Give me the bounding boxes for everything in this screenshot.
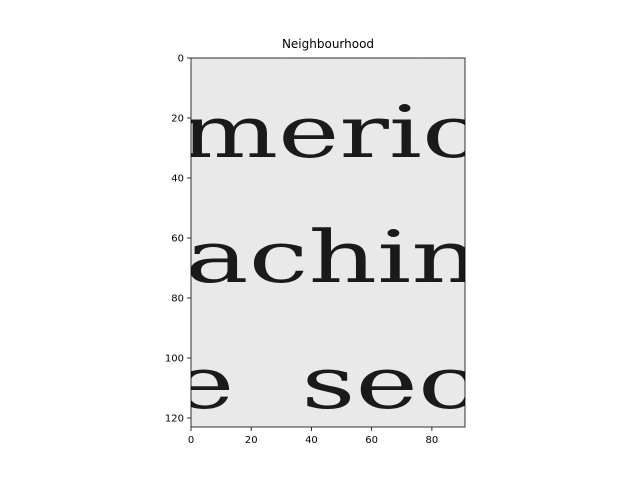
y-tick-label: 120 bbox=[165, 414, 184, 425]
x-tick-label: 80 bbox=[426, 435, 439, 446]
scan-line-3: e sec bbox=[172, 341, 477, 425]
axes-frame bbox=[190, 57, 466, 428]
x-tick-label: 0 bbox=[188, 435, 194, 446]
y-tick-label: 100 bbox=[165, 354, 184, 365]
x-tick-label: 40 bbox=[305, 435, 318, 446]
scan-line-2: achin bbox=[185, 215, 480, 299]
x-tick-label: 20 bbox=[245, 435, 258, 446]
y-axis: 0 20 40 60 80 100 120 bbox=[165, 54, 191, 425]
y-tick-label: 40 bbox=[171, 174, 184, 185]
y-tick-label: 0 bbox=[178, 54, 184, 65]
y-tick-label: 60 bbox=[171, 234, 184, 245]
x-axis: 0 20 40 60 80 bbox=[188, 427, 438, 446]
scan-line-1: meric bbox=[180, 90, 480, 174]
y-tick-label: 80 bbox=[171, 294, 184, 305]
paper-grain bbox=[191, 58, 465, 427]
y-tick-label: 20 bbox=[171, 114, 184, 125]
image-panel: meric achin e sec bbox=[172, 58, 480, 427]
x-tick-label: 60 bbox=[365, 435, 378, 446]
plot-title: Neighbourhood bbox=[282, 37, 374, 51]
